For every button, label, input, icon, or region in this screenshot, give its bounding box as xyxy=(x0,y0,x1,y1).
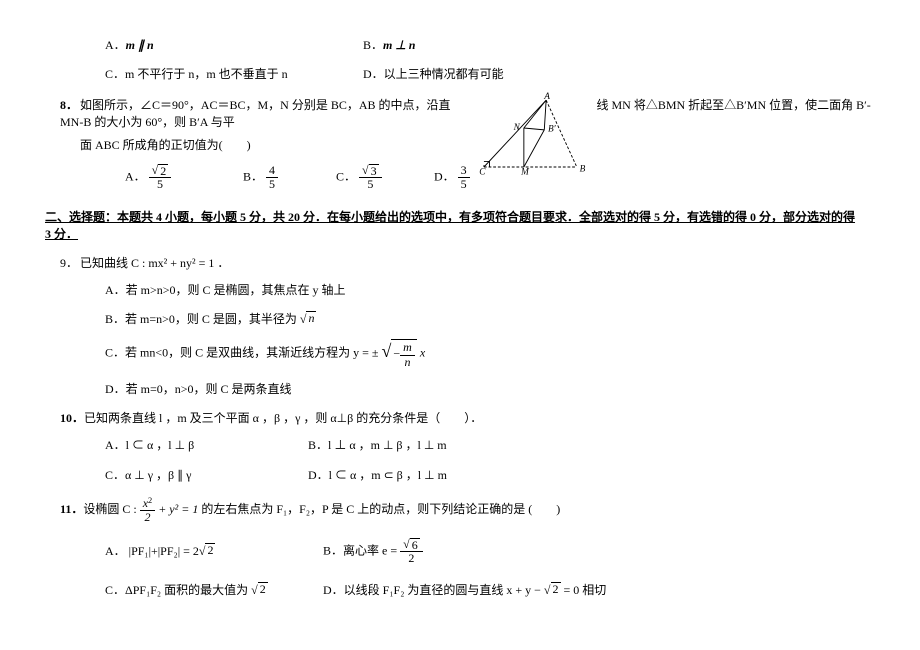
q9-optB: B．若 m=n>0，则 C 是圆，其半径为 √n xyxy=(60,311,920,328)
q11-optB-pre: B．离心率 e = xyxy=(323,543,397,557)
q7-optB-pre: B． xyxy=(363,38,383,52)
q11-num: 11． xyxy=(60,501,83,518)
q11: 11．设椭圆 C : x22 + y² = 1 的左右焦点为 F₁，F₂，P 是… xyxy=(60,496,875,524)
q9: 9．已知曲线 C : mx² + ny² = 1 ． xyxy=(60,255,875,272)
q9-optA: A．若 m>n>0，则 C 是椭圆，其焦点在 y 轴上 xyxy=(60,282,920,299)
q8: 8．如图所示，∠C＝90°，AC＝BC，M，N 分别是 BC，AB 的中点，沿直… xyxy=(60,97,875,131)
q10-optB: B．l ⊥ α ，m ⊥ β ，l ⊥ m xyxy=(308,437,447,454)
section2-head: 二、选择题：本题共 4 小题，每小题 5 分，共 20 分．在每小题给出的选项中… xyxy=(45,209,860,243)
q10-stem: 已知两条直线 l ，m 及三个平面 α ，β ，γ ，则 α⊥β 的充分条件是（… xyxy=(84,411,482,425)
q11-optA: A． |PF₁|+|PF₂| = 2√2 xyxy=(105,543,320,560)
q9-stem: 已知曲线 C : mx² + ny² = 1 ． xyxy=(80,256,229,270)
q10-optC: C．α ⊥ γ ，β ∥ γ xyxy=(105,467,305,484)
q11-row1: A． |PF₁|+|PF₂| = 2√2 B．离心率 e = √62 xyxy=(60,538,920,566)
q11-stem-mid: + y² = 1 xyxy=(158,502,198,516)
q8-text1: 如图所示，∠C＝90°，AC＝BC，M，N 分别是 BC，AB 的中点，沿直 xyxy=(80,98,451,112)
q8-optD: D． 35 xyxy=(434,164,470,191)
q11-optA-math: |PF₁|+|PF₂| = 2 xyxy=(129,544,199,558)
q7-optA-pre: A． xyxy=(105,38,126,52)
q11-stem-post: 的左右焦点为 F₁，F₂，P 是 C 上的动点，则下列结论正确的是 ( ) xyxy=(201,502,560,516)
q9-optC-pre: C．若 mn<0，则 C 是双曲线，其渐近线方程为 y = ± xyxy=(105,346,378,360)
q8-optC: C． √35 xyxy=(336,164,431,192)
q11-optD-post: = 0 相切 xyxy=(564,583,607,597)
q7-options-row1: A．m ∥ n B．m ⊥ n xyxy=(60,36,920,54)
q7-options-row2: C．m 不平行于 n，m 也不垂直于 n D．以上三种情况都有可能 xyxy=(60,66,920,84)
q10-row2: C．α ⊥ γ ，β ∥ γ D．l ⊂ α ，m ⊂ β ，l ⊥ m xyxy=(60,466,920,484)
q7-optB: B．m ⊥ n xyxy=(363,37,415,54)
q8-optD-pre: D． xyxy=(434,169,455,183)
q11-optD-pre: D．以线段 F₁F₂ 为直径的圆与直线 x + y − xyxy=(323,583,541,597)
q11-optA-pre: A． xyxy=(105,544,126,558)
q11-stem-pre: 设椭圆 C : xyxy=(83,502,136,516)
q7-optB-math: m ⊥ n xyxy=(383,38,415,52)
q9-optC-post: x xyxy=(420,346,425,360)
q9-optB-pre: B．若 m=n>0，则 C 是圆，其半径为 xyxy=(105,312,297,326)
q10-optA: A．l ⊂ α ，l ⊥ β xyxy=(105,437,305,454)
q11-optC: C．ΔPF₁F₂ 面积的最大值为 √2 xyxy=(105,582,320,599)
q11-optB: B．离心率 e = √62 xyxy=(323,538,423,566)
q10-row1: A．l ⊂ α ，l ⊥ β B．l ⊥ α ，m ⊥ β ，l ⊥ m xyxy=(60,436,920,454)
q11-optD: D．以线段 F₁F₂ 为直径的圆与直线 x + y − √2 = 0 相切 xyxy=(323,582,606,599)
q7-optD: D．以上三种情况都有可能 xyxy=(363,66,504,83)
q10-num: 10． xyxy=(60,410,84,427)
q7-optA: A．m ∥ n xyxy=(105,37,360,54)
q8-optC-pre: C． xyxy=(336,169,356,183)
q9-optC: C．若 mn<0，则 C 是双曲线，其渐近线方程为 y = ± √−mn x xyxy=(60,339,920,368)
q9-num: 9． xyxy=(60,255,80,272)
q8-optB-pre: B． xyxy=(243,169,263,183)
q8-optB: B． 45 xyxy=(243,164,333,191)
q11-row2: C．ΔPF₁F₂ 面积的最大值为 √2 D．以线段 F₁F₂ 为直径的圆与直线 … xyxy=(60,582,920,600)
q8-text3: 面 ABC 所成角的正切值为( ) xyxy=(80,138,251,152)
q7-optC: C．m 不平行于 n，m 也不垂直于 n xyxy=(105,66,360,83)
q8-optA: A． √25 xyxy=(125,164,240,192)
q10: 10．已知两条直线 l ，m 及三个平面 α ，β ，γ ，则 α⊥β 的充分条… xyxy=(60,410,875,427)
q8-optA-pre: A． xyxy=(125,169,146,183)
q8-line2: 面 ABC 所成角的正切值为( ) xyxy=(60,137,895,154)
q8-options: A． √25 B． 45 C． √35 D． 35 xyxy=(60,164,920,192)
q9-optD: D．若 m=0，n>0，则 C 是两条直线 xyxy=(60,381,920,398)
q8-num: 8． xyxy=(60,97,80,114)
q7-optA-math: m ∥ n xyxy=(126,38,154,52)
q11-optC-pre: C．ΔPF₁F₂ 面积的最大值为 xyxy=(105,583,248,597)
q10-optD: D．l ⊂ α ，m ⊂ β ，l ⊥ m xyxy=(308,467,447,484)
